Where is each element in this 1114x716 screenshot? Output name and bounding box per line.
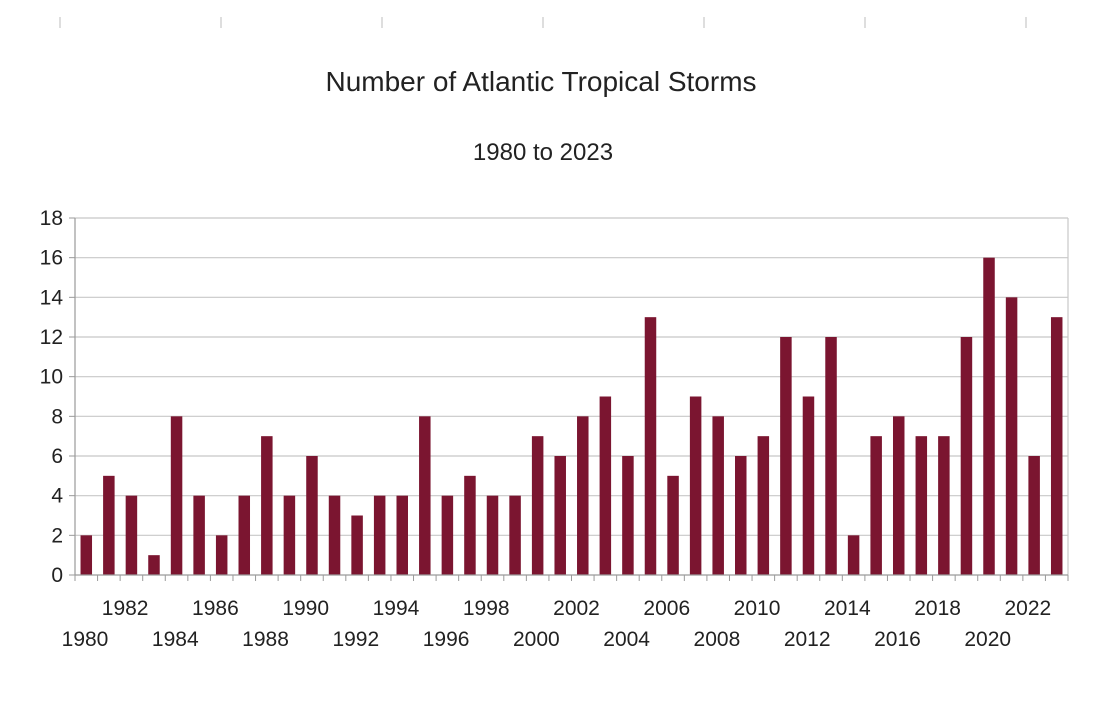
bar-1992 bbox=[351, 515, 363, 575]
y-tick-label: 2 bbox=[51, 524, 63, 547]
bar-1984 bbox=[170, 416, 183, 575]
bar-1998 bbox=[486, 495, 499, 575]
x-tick-label: 1986 bbox=[192, 597, 239, 620]
chart-subtitle: 1980 to 2023 bbox=[473, 139, 613, 166]
x-tick-label: 1992 bbox=[332, 628, 379, 651]
x-tick-label: 1998 bbox=[463, 597, 510, 620]
x-tick-label: 2022 bbox=[1005, 597, 1052, 620]
bar-1985 bbox=[193, 495, 205, 575]
bar-2001 bbox=[554, 456, 566, 575]
x-tick-label: 2014 bbox=[824, 597, 871, 620]
bar-1994 bbox=[396, 495, 408, 575]
y-axis-labels: 0 2 4 6 8 10 12 14 16 18 bbox=[40, 207, 64, 587]
y-tick-label: 16 bbox=[40, 247, 63, 270]
x-tick-label: 2000 bbox=[513, 628, 560, 651]
bar-1999 bbox=[509, 495, 521, 575]
bar-1995 bbox=[419, 416, 431, 575]
bar-1988 bbox=[261, 436, 273, 575]
bar-1996 bbox=[441, 495, 454, 575]
bars bbox=[80, 257, 1063, 575]
bar-2018 bbox=[938, 436, 950, 575]
bar-2019 bbox=[960, 337, 973, 575]
bar-2000 bbox=[531, 436, 544, 575]
x-tick-label: 1994 bbox=[373, 597, 420, 620]
x-tick-label: 2012 bbox=[784, 628, 831, 651]
y-tick-label: 10 bbox=[40, 366, 63, 389]
x-tick-label: 1982 bbox=[102, 597, 149, 620]
bar-1980 bbox=[80, 535, 93, 575]
x-axis-labels: 1982 1986 1990 1994 1998 2002 2006 2010 2014 2018… bbox=[62, 597, 1052, 651]
x-tick-label: 2006 bbox=[643, 597, 690, 620]
bar-1990 bbox=[306, 456, 318, 575]
x-tick-label: 2018 bbox=[914, 597, 961, 620]
ruler-ticks bbox=[59, 17, 1027, 28]
bar-2020 bbox=[983, 257, 995, 575]
bar-2003 bbox=[599, 396, 612, 575]
bar-2007 bbox=[689, 396, 702, 575]
bar-2011 bbox=[780, 337, 792, 575]
x-tick-label: 1990 bbox=[282, 597, 329, 620]
bar-2015 bbox=[870, 436, 882, 575]
x-tick-label: 2020 bbox=[964, 628, 1011, 651]
bar-2016 bbox=[892, 416, 905, 575]
y-tick-label: 18 bbox=[40, 207, 63, 230]
y-tick-label: 6 bbox=[51, 445, 63, 468]
y-tick-label: 0 bbox=[51, 564, 63, 587]
bar-1983 bbox=[148, 555, 160, 575]
x-tick-label: 2016 bbox=[874, 628, 921, 651]
x-tick-label: 1988 bbox=[242, 628, 289, 651]
x-tick-label: 1980 bbox=[62, 628, 109, 651]
axes bbox=[74, 218, 1069, 581]
x-tick-label: 2002 bbox=[553, 597, 600, 620]
x-tick-label: 1984 bbox=[152, 628, 199, 651]
bar-1986 bbox=[215, 535, 228, 575]
bar-2023 bbox=[1050, 317, 1063, 575]
x-tick-label: 2008 bbox=[694, 628, 741, 651]
bar-2006 bbox=[667, 475, 679, 575]
bar-2013 bbox=[825, 337, 837, 575]
bar-2004 bbox=[622, 456, 634, 575]
bar-1981 bbox=[103, 475, 115, 575]
x-tick-label: 2004 bbox=[603, 628, 650, 651]
bar-1989 bbox=[283, 495, 296, 575]
y-tick-label: 12 bbox=[40, 326, 63, 349]
bar-1997 bbox=[464, 475, 476, 575]
bar-2008 bbox=[712, 416, 724, 575]
bar-2009 bbox=[735, 456, 747, 575]
bar-1993 bbox=[373, 495, 386, 575]
y-tick-label: 4 bbox=[51, 485, 63, 508]
chart-title: Number of Atlantic Tropical Storms bbox=[325, 66, 756, 97]
y-tick-label: 14 bbox=[40, 286, 64, 309]
bar-2017 bbox=[915, 436, 928, 575]
y-tick-label: 8 bbox=[51, 405, 63, 428]
bar-2012 bbox=[802, 396, 815, 575]
bar-2005 bbox=[644, 317, 657, 575]
bar-2021 bbox=[1005, 297, 1018, 575]
bar-1987 bbox=[238, 495, 251, 575]
x-tick-label: 2010 bbox=[734, 597, 781, 620]
bar-2014 bbox=[847, 535, 860, 575]
bar-1982 bbox=[125, 495, 138, 575]
bar-2010 bbox=[757, 436, 770, 575]
bar-2022 bbox=[1028, 456, 1040, 575]
bar-2002 bbox=[577, 416, 589, 575]
bar-1991 bbox=[328, 495, 341, 575]
x-tick-label: 1996 bbox=[423, 628, 470, 651]
